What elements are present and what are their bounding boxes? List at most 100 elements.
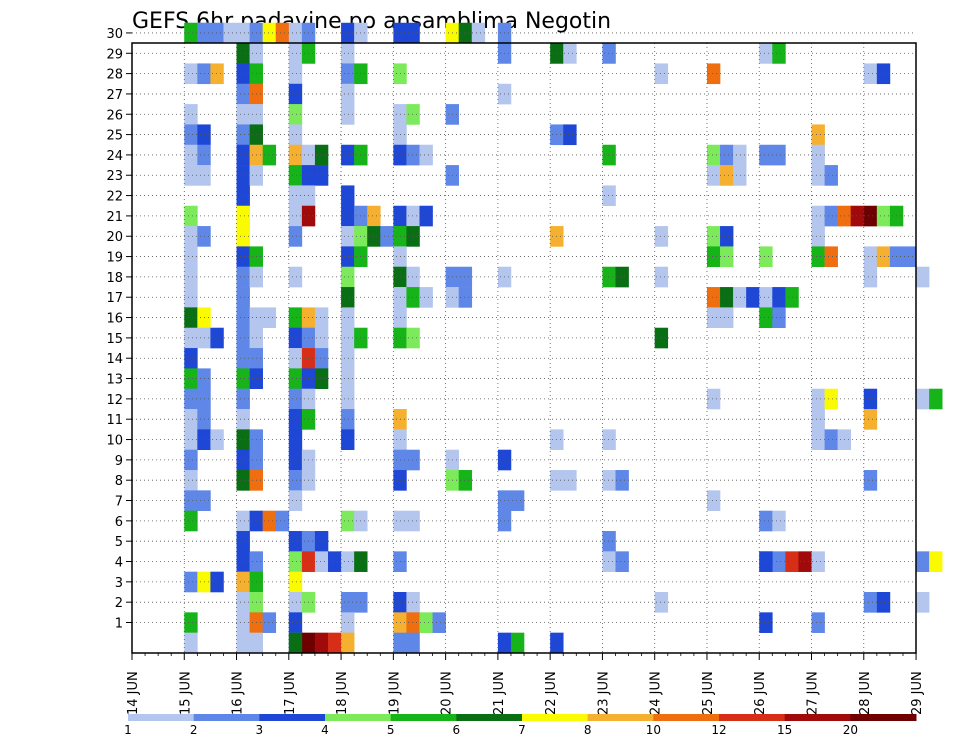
heatmap-cell — [184, 205, 198, 227]
heatmap-cell — [184, 409, 198, 430]
heatmap-cell — [916, 592, 930, 613]
heatmap-cell — [236, 612, 250, 633]
heatmap-cell — [288, 409, 303, 430]
heatmap-cell — [863, 470, 878, 491]
heatmap-cell — [236, 531, 250, 552]
heatmap-cell — [184, 449, 198, 471]
heatmap-cell — [236, 327, 250, 349]
legend-swatch — [587, 714, 654, 721]
heatmap-cell — [602, 531, 616, 552]
heatmap-cell — [602, 470, 616, 491]
heatmap-cell — [236, 368, 250, 390]
x-tick-label: 26 JUN — [753, 671, 768, 715]
heatmap-cell — [236, 144, 250, 166]
heatmap-cell — [811, 124, 825, 146]
heatmap-cell — [288, 43, 303, 64]
heatmap-cell — [184, 104, 198, 125]
heatmap-cell — [406, 287, 420, 308]
y-tick-label: 7 — [115, 495, 123, 510]
heatmap-cell — [184, 510, 198, 532]
legend-label: 5 — [387, 723, 395, 737]
heatmap-cell — [314, 551, 329, 572]
heatmap-cell — [654, 266, 669, 288]
heatmap-cell — [759, 551, 773, 572]
heatmap-cell — [184, 571, 198, 593]
heatmap-cell — [288, 449, 303, 471]
heatmap-cell — [314, 144, 329, 166]
heatmap-cell — [210, 429, 224, 450]
heatmap-cell — [236, 22, 250, 44]
y-tick-label: 13 — [106, 373, 123, 388]
heatmap-cell — [184, 266, 198, 288]
heatmap-cell — [850, 205, 865, 227]
heatmap-cell — [236, 632, 250, 654]
heatmap-cell — [654, 226, 669, 247]
heatmap-cell — [184, 388, 198, 410]
heatmap-cell — [236, 551, 250, 572]
heatmap-cell — [301, 632, 316, 654]
heatmap-cell — [236, 165, 250, 186]
heatmap-cell — [406, 449, 420, 471]
y-tick-label: 16 — [106, 312, 123, 327]
heatmap-cell — [184, 22, 198, 44]
legend-label: 20 — [843, 723, 858, 737]
heatmap-cell — [262, 510, 277, 532]
heatmap-cell — [184, 490, 198, 511]
heatmap-cell — [288, 388, 303, 410]
heatmap-cell — [720, 287, 734, 308]
legend-swatch — [719, 714, 786, 721]
y-tick-label: 26 — [106, 108, 123, 123]
heatmap-cell — [184, 470, 198, 491]
heatmap-cell — [341, 246, 355, 268]
heatmap-cell — [314, 632, 329, 654]
x-tick-label: 14 JUN — [126, 671, 141, 715]
heatmap-cell — [929, 388, 943, 410]
x-tick-label: 22 JUN — [544, 671, 559, 715]
heatmap-cell — [419, 205, 433, 227]
heatmap-cell — [236, 124, 250, 146]
heatmap-cell — [341, 409, 355, 430]
heatmap-cell — [341, 63, 355, 85]
heatmap-cell — [184, 63, 198, 85]
heatmap-cell — [772, 307, 786, 329]
x-tick-label: 21 JUN — [492, 671, 507, 715]
heatmap-cell — [288, 592, 303, 613]
heatmap-cell — [824, 205, 838, 227]
legend-label: 2 — [190, 723, 198, 737]
heatmap-cell — [341, 429, 355, 450]
y-tick-label: 5 — [115, 535, 123, 550]
heatmap-cell — [288, 368, 303, 390]
heatmap-cell — [341, 388, 355, 410]
heatmap-cell — [916, 266, 930, 288]
color-legend: 1 2 3 4 5 6 7 8 10 12 15 20 — [124, 714, 917, 737]
legend-swatch — [259, 714, 326, 721]
y-tick-label: 2 — [115, 596, 123, 611]
heatmap-cell — [341, 22, 355, 44]
heatmap-cell — [563, 470, 577, 491]
heatmap-cell — [341, 144, 355, 166]
heatmap-cell — [314, 327, 329, 349]
heatmap-cell — [863, 266, 878, 288]
heatmap-cell — [288, 165, 303, 186]
heatmap-cell — [341, 205, 355, 227]
heatmap-cell — [184, 287, 198, 308]
x-tick-label: 20 JUN — [440, 671, 455, 715]
heatmap-cell — [759, 307, 773, 329]
heatmap-cell — [288, 429, 303, 450]
heatmap-cell — [811, 409, 825, 430]
legend-label: 8 — [584, 723, 592, 737]
heatmap-cell — [341, 104, 355, 125]
y-tick-label: 25 — [106, 129, 123, 144]
heatmap-cell — [733, 287, 747, 308]
heatmap-cell — [759, 43, 773, 64]
heatmap-cell — [236, 388, 250, 410]
heatmap-cell — [341, 226, 355, 247]
heatmap-cell — [863, 246, 878, 268]
heatmap-cell — [772, 510, 786, 532]
heatmap-cell — [288, 266, 303, 288]
heatmap-cell — [811, 388, 825, 410]
heatmap-cell — [759, 287, 773, 308]
heatmap-cell — [654, 63, 669, 85]
heatmap-cell — [341, 632, 355, 654]
heatmap-cell — [288, 226, 303, 247]
